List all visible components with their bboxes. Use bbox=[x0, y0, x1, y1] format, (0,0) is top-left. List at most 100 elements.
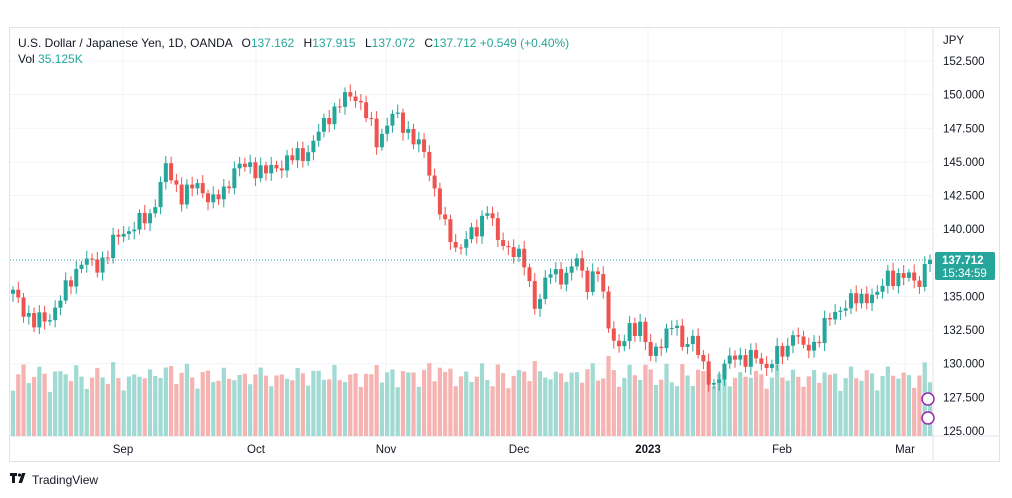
x-tick-label: Mar bbox=[895, 444, 915, 456]
volume-bar bbox=[927, 382, 933, 436]
volume-bar bbox=[16, 374, 21, 436]
volume-bar bbox=[464, 371, 469, 436]
volume-bar bbox=[443, 371, 448, 436]
brand-name[interactable]: TradingView bbox=[32, 472, 99, 487]
candle-body bbox=[617, 340, 622, 347]
candle-body bbox=[448, 219, 453, 242]
candle-body bbox=[580, 258, 585, 271]
candle-body bbox=[559, 269, 564, 285]
volume-bar bbox=[47, 391, 52, 436]
volume-bar bbox=[300, 373, 305, 436]
candle-body bbox=[311, 140, 316, 153]
candle-body bbox=[727, 355, 732, 364]
tradingview-logo-icon[interactable] bbox=[10, 472, 28, 487]
low-value: 137.072 bbox=[371, 36, 416, 50]
candle-body bbox=[400, 112, 405, 133]
volume-bar bbox=[859, 380, 864, 436]
volume-bar bbox=[558, 373, 564, 436]
volume-bar bbox=[205, 370, 211, 436]
volume-bar bbox=[79, 376, 84, 436]
candle-body bbox=[227, 186, 232, 189]
candle-body bbox=[764, 363, 769, 368]
volume-bar bbox=[780, 377, 785, 436]
volume-bar bbox=[416, 386, 421, 436]
candle-body bbox=[79, 264, 84, 269]
volume-bar bbox=[379, 382, 385, 436]
candle-body bbox=[701, 354, 706, 362]
candle-body bbox=[606, 291, 611, 329]
volume-bar bbox=[263, 375, 269, 436]
volume-bar bbox=[474, 376, 479, 436]
volume-bar bbox=[674, 386, 680, 436]
volume-bar bbox=[901, 372, 906, 436]
volume-bar bbox=[211, 382, 216, 436]
volume-bar bbox=[89, 377, 95, 436]
volume-bar bbox=[269, 386, 274, 436]
y-tick-label: 127.500 bbox=[943, 392, 985, 404]
volume-bar bbox=[511, 376, 516, 436]
volume-bar bbox=[126, 376, 132, 436]
volume-bar bbox=[116, 378, 121, 436]
event-marker-icon bbox=[921, 411, 935, 425]
candle-body bbox=[801, 336, 806, 345]
volume-bar bbox=[564, 381, 569, 436]
volume-bar bbox=[353, 373, 358, 436]
candle-body bbox=[422, 139, 427, 152]
volume-bar bbox=[685, 375, 690, 436]
volume-bar bbox=[390, 369, 395, 436]
volume-bar bbox=[722, 368, 727, 436]
candle-body bbox=[706, 361, 711, 385]
candle-body bbox=[95, 259, 100, 273]
candle-body bbox=[717, 379, 722, 383]
volume-bar bbox=[838, 390, 843, 436]
volume-bar bbox=[896, 378, 901, 436]
last-price-label: 137.712 bbox=[942, 255, 984, 267]
candle-body bbox=[574, 258, 579, 267]
volume-bar bbox=[279, 374, 284, 436]
candle-body bbox=[685, 344, 690, 347]
candle-body bbox=[10, 289, 16, 294]
volume-bar bbox=[827, 374, 832, 436]
volume-bar bbox=[221, 367, 226, 436]
volume-bar bbox=[158, 377, 163, 436]
volume-bar bbox=[58, 371, 63, 436]
volume-bar bbox=[31, 376, 37, 436]
candle-body bbox=[58, 300, 63, 308]
volume-bar bbox=[732, 377, 738, 436]
candle-body bbox=[121, 233, 126, 237]
volume-bar bbox=[95, 367, 100, 436]
candle-body bbox=[790, 335, 795, 346]
candle-body bbox=[279, 168, 284, 171]
candle-body bbox=[269, 164, 274, 174]
candle-body bbox=[295, 148, 300, 161]
volume-bar bbox=[316, 370, 321, 436]
candle-body bbox=[474, 227, 479, 237]
candle-body bbox=[485, 213, 490, 216]
candle-body bbox=[211, 194, 216, 203]
y-tick-label: 130.000 bbox=[943, 359, 985, 371]
candle-body bbox=[627, 323, 632, 342]
volume-value: 35.125K bbox=[38, 52, 83, 66]
candle-body bbox=[822, 318, 827, 344]
y-tick-label: 152.500 bbox=[943, 56, 985, 68]
volume-bar bbox=[869, 373, 875, 436]
x-tick-label: Feb bbox=[772, 444, 792, 456]
candle-body bbox=[564, 272, 569, 285]
candle-body bbox=[833, 311, 838, 320]
candle-body bbox=[917, 280, 922, 287]
footer: TradingView bbox=[10, 472, 98, 487]
volume-bar bbox=[822, 372, 827, 436]
volume-bar bbox=[321, 379, 327, 436]
volume-bar bbox=[638, 379, 643, 436]
volume-bar bbox=[775, 364, 780, 436]
open-value: 137.162 bbox=[250, 36, 295, 50]
volume-bar bbox=[10, 390, 16, 436]
candle-body bbox=[480, 215, 485, 237]
volume-bar bbox=[653, 385, 659, 436]
candle-body bbox=[769, 364, 774, 368]
volume-bar bbox=[306, 385, 311, 436]
candle-body bbox=[443, 214, 448, 220]
volume-bar bbox=[469, 382, 474, 436]
candle-body bbox=[711, 382, 716, 385]
